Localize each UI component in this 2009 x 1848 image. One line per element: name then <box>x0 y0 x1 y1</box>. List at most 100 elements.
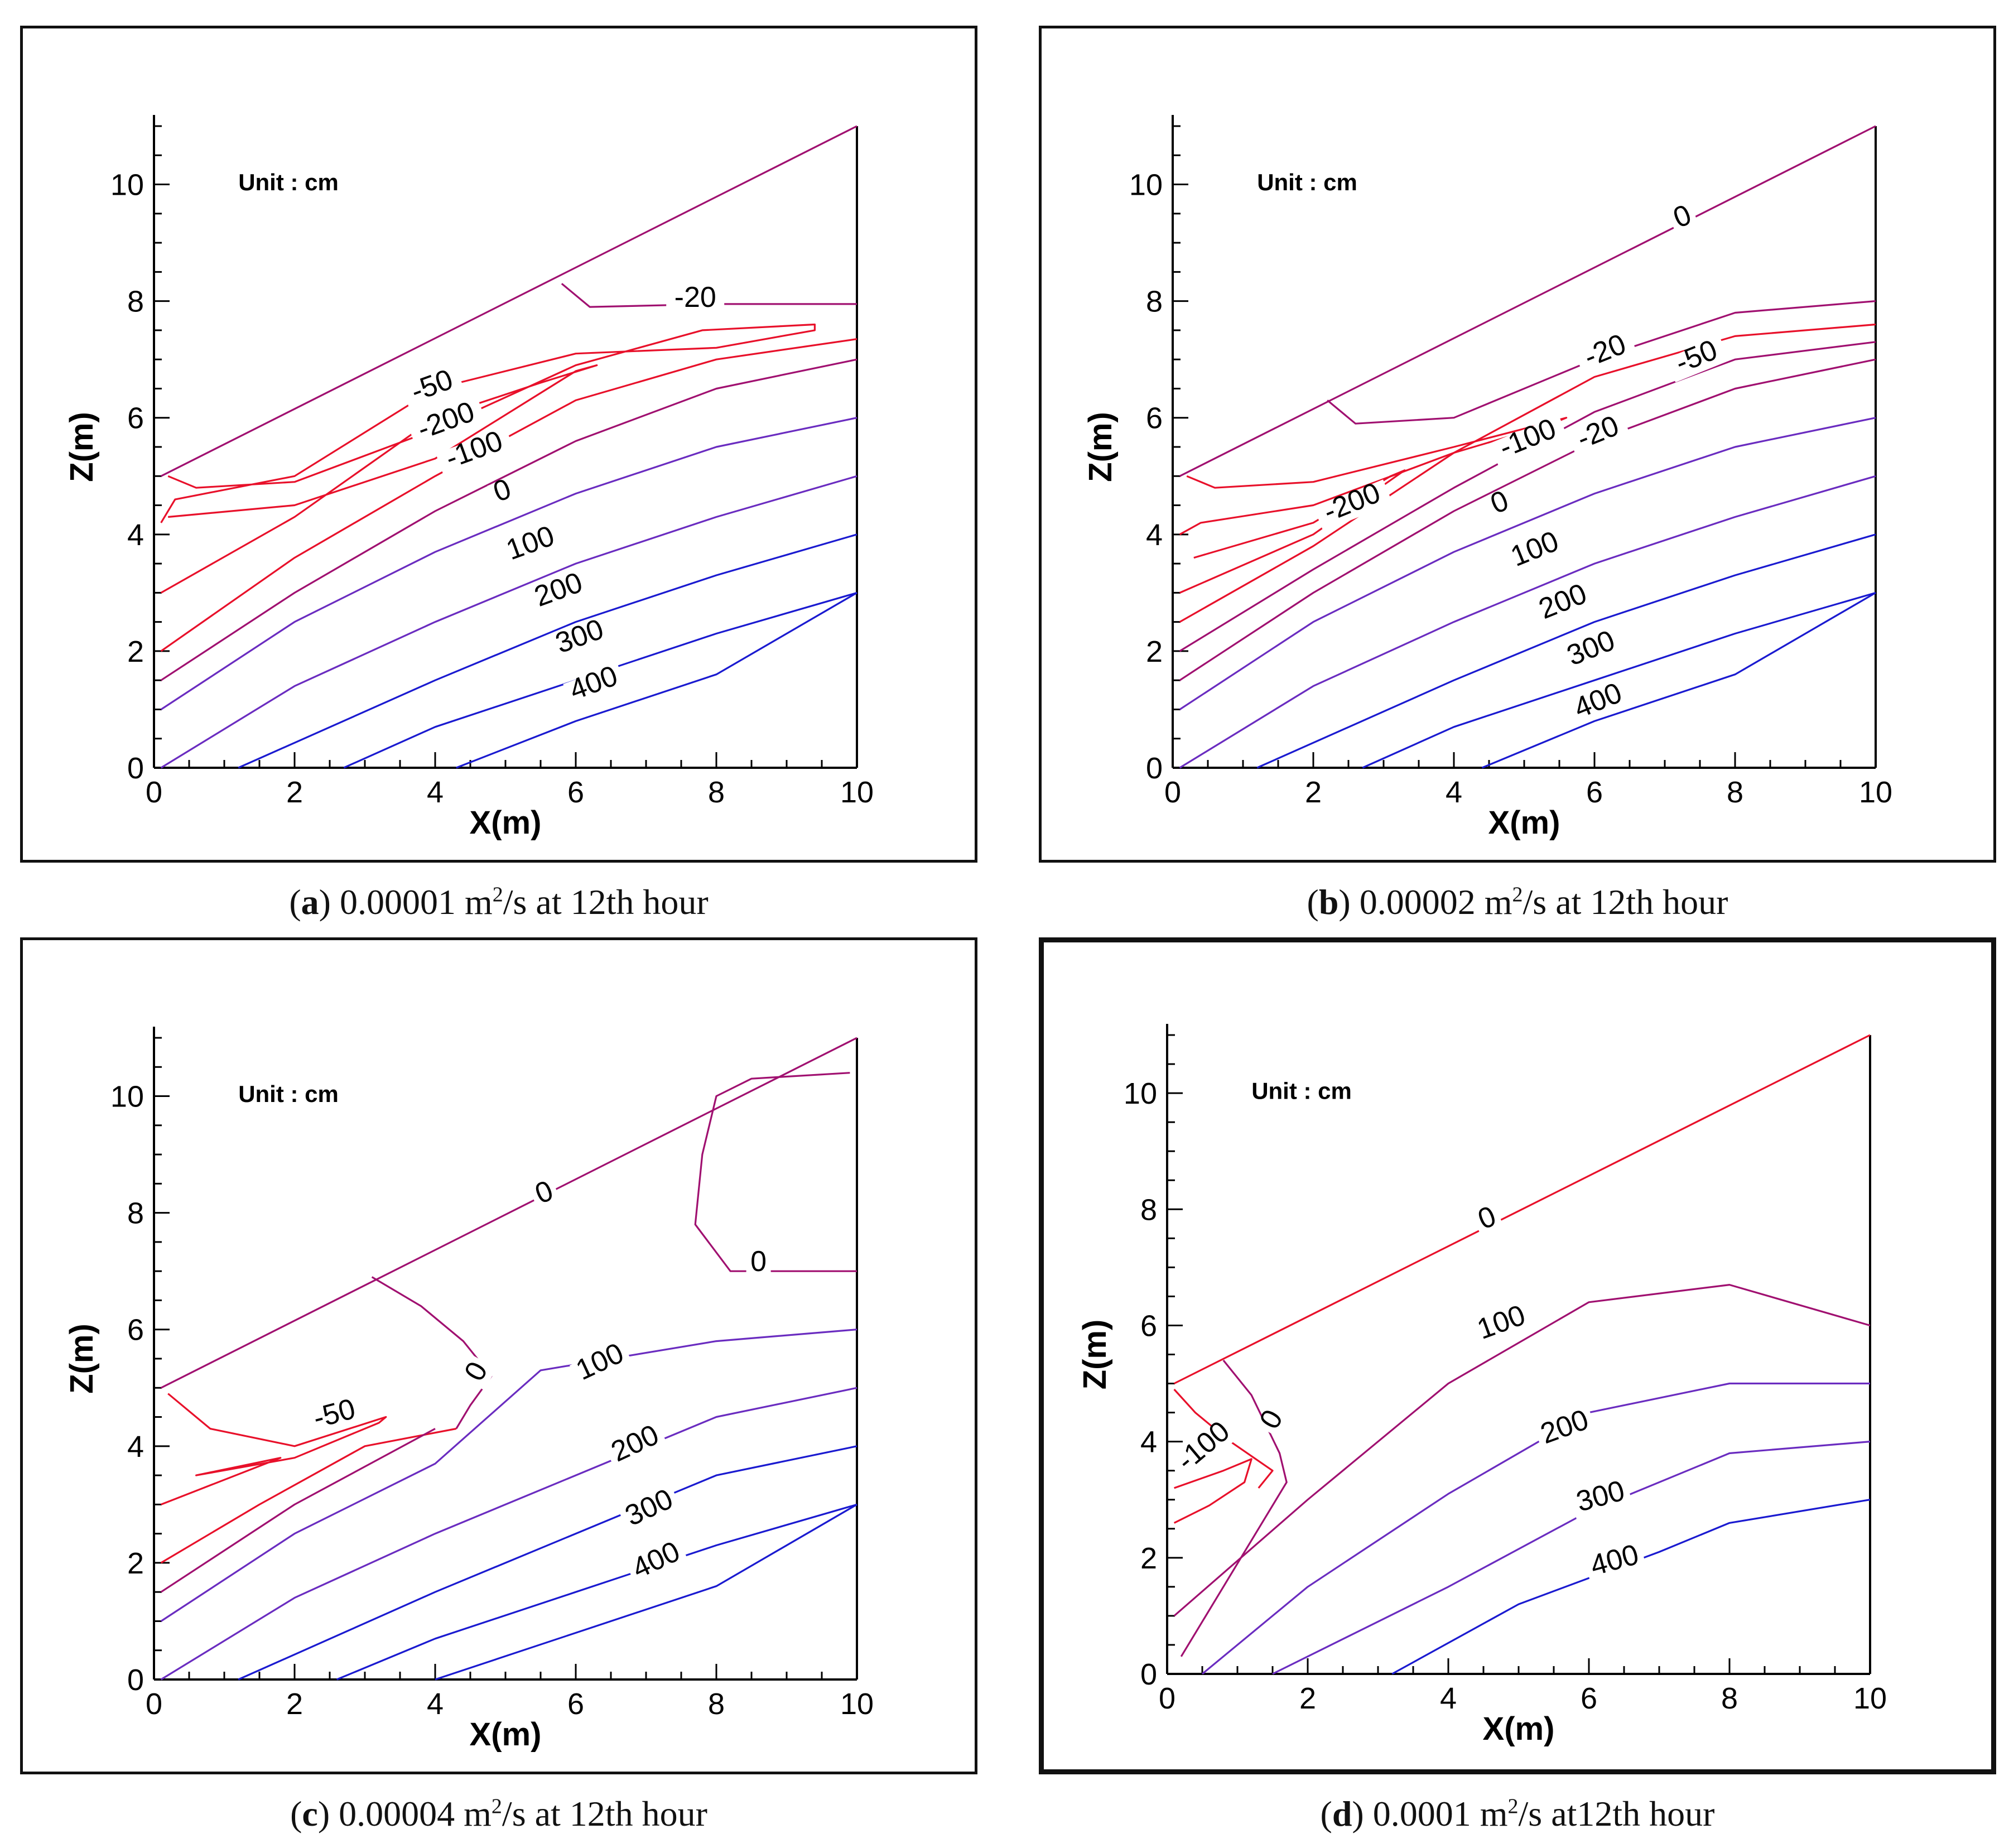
panel-b: 0 2 4 6 8 10 0 2 4 6 8 10 X(m) Z(m) Unit : cm 0 -20 -50 -1… <box>1039 26 1996 863</box>
chart-a-y-tick-label: 6 <box>127 402 144 435</box>
chart-b-contour-label-text: -100 <box>1495 412 1560 464</box>
chart-c-y-tick-label: 0 <box>127 1663 144 1697</box>
caption-a-text-after: /s at 12th hour <box>503 882 709 922</box>
chart-c-x-tick-label: 2 <box>286 1687 303 1721</box>
chart-d-contour-label-bg <box>1257 1404 1292 1438</box>
chart-b-contour-label: -200 <box>1313 477 1393 532</box>
chart-b-unit-note: Unit : cm <box>1257 169 1357 195</box>
chart-b-contour-label-bg <box>1567 412 1631 459</box>
chart-d-contour-label: 200 <box>1534 1403 1598 1452</box>
chart-d-y-title: Z(m) <box>1077 1320 1113 1390</box>
chart-d-contour-label-bg <box>1168 1414 1242 1483</box>
chart-a-contour-label-bg <box>407 398 487 449</box>
chart-b-y-tick-label: 10 <box>1129 169 1163 202</box>
chart-c-contour-line <box>160 1329 857 1622</box>
chart-a-contour-line <box>160 475 857 769</box>
chart-c-contour-line <box>160 1428 436 1593</box>
caption-c-text: 0.00004 m <box>339 1794 492 1833</box>
chart-b-contour-label-bg <box>1504 529 1568 575</box>
panel-a: 0 2 4 6 8 10 0 2 4 6 8 10 X(m) Z(m) Unit : cm -20 -50 -20… <box>20 26 977 863</box>
chart-a-contour-label-bg <box>563 664 627 709</box>
chart-c-contour-label: 0 <box>529 1175 562 1212</box>
chart-a-x-tick-label: 0 <box>146 776 162 809</box>
caption-a-sup: 2 <box>492 883 503 907</box>
chart-a-x-tick-label: 4 <box>427 776 444 809</box>
chart-c-contour-label-bg <box>625 1539 690 1587</box>
chart-c-contour-line <box>371 1276 493 1430</box>
chart-c-contour-label: 200 <box>604 1418 668 1471</box>
chart-c-contour-line <box>435 1504 857 1681</box>
chart-d-contour-line <box>1173 1284 1871 1617</box>
chart-d-y-tick-label: 2 <box>1140 1542 1157 1575</box>
chart-b-contour-label-bg <box>1489 415 1569 468</box>
chart-b-contour-line <box>1179 323 1876 623</box>
chart-a-contour-label-bg <box>436 428 515 478</box>
chart-a-y-tick-label: 0 <box>127 752 144 785</box>
chart-c-contour-line <box>238 1445 857 1681</box>
chart-c-contour-label-text: 0 <box>750 1245 767 1278</box>
chart-a-contour-line <box>561 283 857 308</box>
chart-c-contour-label: 100 <box>569 1337 633 1389</box>
chart-a-y-tick-label: 4 <box>127 518 144 552</box>
chart-d-x-tick-label: 10 <box>1853 1682 1887 1715</box>
caption-b-letter: b <box>1318 882 1339 922</box>
caption-d-text: 0.0001 m <box>1372 1794 1508 1833</box>
chart-b-contour-label: 0 <box>1485 484 1517 522</box>
chart-d-contour-label-bg <box>1471 1303 1534 1348</box>
caption-d-sup: 2 <box>1507 1794 1519 1818</box>
chart-c-contour-label: 0 <box>746 1245 771 1278</box>
chart-a-contour-line <box>160 417 857 710</box>
chart-c-unit-note: Unit : cm <box>238 1081 339 1107</box>
chart-c-x-tick-label: 10 <box>840 1687 874 1721</box>
chart-c-x-tick-label: 8 <box>708 1687 725 1721</box>
chart-a-contour-label: -20 <box>666 281 725 314</box>
caption-a-letter: a <box>301 882 319 922</box>
chart-a-y-tick-label: 10 <box>110 169 144 202</box>
chart-b-contour-label-bg <box>1485 489 1517 522</box>
chart-d-x-tick-label: 8 <box>1721 1682 1738 1715</box>
chart-d-x-tick-label: 0 <box>1159 1682 1175 1715</box>
chart-a-contour-label: 400 <box>563 660 627 709</box>
chart-a-x-title: X(m) <box>470 805 542 841</box>
chart-b-contour-label-bg <box>1532 581 1596 628</box>
chart-b-contour-line <box>1179 475 1876 769</box>
chart-c-contour-label: -50 <box>303 1393 367 1437</box>
chart-a-contour-label-bg <box>401 367 465 411</box>
caption-b: (b) 0.00002 m2/s at 12th hour <box>1307 882 1728 922</box>
chart-b-x-tick-label: 0 <box>1164 776 1181 809</box>
chart-b-x-tick-label: 8 <box>1727 776 1743 809</box>
chart-b-x-title: X(m) <box>1488 805 1560 841</box>
chart-b-contour-line <box>1362 591 1876 769</box>
chart-b-contour-label: 400 <box>1567 677 1631 727</box>
chart-b-contour-line <box>1179 341 1876 652</box>
chart-a-contour-label: 100 <box>499 519 563 569</box>
chart-a-y-tick-label: 2 <box>127 635 144 668</box>
chart-b-y-tick-label: 6 <box>1146 402 1163 435</box>
chart-c-contour-label-bg <box>746 1252 771 1278</box>
chart-d-contour-label-text: 300 <box>1573 1474 1628 1518</box>
chart-b-contour-label-bg <box>1666 336 1729 383</box>
chart-c-contour-label-bg <box>303 1397 367 1437</box>
chart-a-y-tick-label: 8 <box>127 285 144 319</box>
chart-b-x-tick-label: 2 <box>1305 776 1322 809</box>
chart-b-y-tick-label: 0 <box>1146 752 1163 785</box>
caption-c-text-after: /s at 12th hour <box>502 1794 707 1833</box>
caption-d: (d) 0.0001 m2/s at12th hour <box>1320 1794 1715 1833</box>
chart-a-x-tick-label: 10 <box>840 776 874 809</box>
chart-d-contour-label-bg <box>1534 1408 1598 1452</box>
chart-c-contour-line <box>160 1387 857 1681</box>
chart-b-contour-label-bg <box>1560 628 1624 674</box>
chart-d-contour-label-bg <box>1584 1543 1647 1584</box>
chart-d-contour-label: 400 <box>1584 1538 1647 1584</box>
chart-b-contour-label-bg <box>1313 479 1393 532</box>
chart-c-y-title: Z(m) <box>64 1324 100 1394</box>
chart-a-contour-label: 0 <box>487 473 519 510</box>
chart-c-y-tick-label: 2 <box>127 1547 144 1580</box>
chart-c-contour-label-bg <box>569 1341 633 1389</box>
panel-c-frame <box>20 937 977 1774</box>
chart-c-contour-label-bg <box>604 1422 668 1471</box>
chart-c-contour-label-bg <box>619 1486 682 1535</box>
chart-d-x-tick-label: 6 <box>1581 1682 1597 1715</box>
chart-d-contour-label-text: 400 <box>1587 1538 1642 1582</box>
